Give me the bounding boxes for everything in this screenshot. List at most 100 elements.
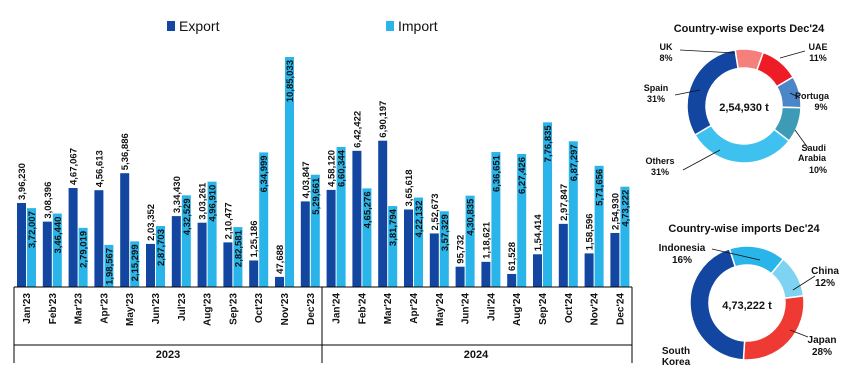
category-tick-label: Feb'24: [357, 293, 368, 325]
category-tick-label: Jun'24: [461, 293, 472, 325]
export-value-label: 1,25,186: [249, 220, 260, 257]
legend-export-label: Export: [179, 18, 220, 34]
exports-donut-leader-line: [789, 92, 801, 99]
import-value-label: 3,57,329: [440, 214, 451, 251]
imports-donut-center: 4,73,222 t: [722, 300, 772, 312]
export-value-label: 4,58,120: [327, 150, 338, 187]
import-value-label: 7,76,835: [543, 125, 554, 163]
exports-donut-category-label: Others: [645, 156, 674, 166]
exports-donut-title: Country-wise exports Dec'24: [674, 23, 825, 35]
category-tick-label: Sep'23: [228, 293, 239, 325]
export-bar: [197, 222, 207, 287]
category-tick-label: Mar'23: [74, 293, 85, 325]
category-tick-label: Feb'23: [48, 293, 59, 325]
import-bar: [259, 152, 269, 287]
exports-donut-category-label: UAE: [808, 42, 827, 52]
category-tick-label: Oct'23: [254, 293, 265, 324]
legend-import-label: Import: [398, 18, 438, 34]
import-value-label: 6,27,426: [517, 157, 528, 194]
legend: Export Import: [167, 18, 438, 34]
export-bar: [507, 273, 517, 287]
export-value-label: 3,65,618: [404, 170, 415, 207]
year-label-2023: 2023: [156, 349, 180, 361]
import-bar: [491, 152, 501, 287]
export-bar: [42, 221, 52, 287]
import-value-label: 5,71,656: [595, 169, 606, 206]
export-value-label: 3,34,430: [172, 176, 183, 213]
import-value-label: 4,30,835: [466, 198, 477, 236]
imports-donut-value-label: 28%: [812, 347, 832, 358]
category-tick-label: Dec'24: [615, 293, 626, 325]
exports-donut: UK8%UAE11%Portuga9%SaudiArabia10%Others3…: [644, 42, 830, 177]
import-bar: [233, 227, 243, 287]
import-bar: [78, 227, 88, 287]
import-bar: [207, 181, 217, 287]
import-value-label: 4,32,529: [182, 198, 193, 235]
import-bar: [465, 195, 475, 287]
export-value-label: 3,08,396: [43, 182, 54, 219]
export-value-label: 5,36,886: [120, 133, 131, 170]
category-tick-label: Aug'23: [203, 293, 214, 326]
export-value-label: 2,52,673: [430, 193, 441, 230]
import-bar: [104, 244, 114, 287]
imports-donut-leader-line: [789, 329, 809, 338]
exports-donut-value-label: 9%: [814, 102, 827, 112]
export-bar: [610, 232, 620, 287]
export-value-label: 1,58,596: [585, 213, 596, 250]
import-bar: [543, 122, 552, 287]
export-value-label: 6,42,422: [352, 111, 363, 148]
category-tick-label: Nov'24: [590, 293, 601, 326]
category-axis: Jan'23 Feb'23 Mar'23 Apr'23 May'23 Jun'23 Jul'…: [13, 286, 633, 363]
export-value-label: 47,688: [275, 245, 286, 274]
export-bar: [275, 276, 284, 287]
category-tick-label: Sep'24: [538, 293, 549, 325]
import-value-label: 10,85,033: [285, 60, 296, 102]
export-bar: [455, 266, 465, 287]
category-tick-label: Jan'23: [22, 293, 33, 324]
export-value-label: 4,56,613: [94, 150, 105, 187]
export-bar: [94, 190, 104, 287]
import-value-label: 6,60,344: [337, 149, 348, 187]
export-bar: [429, 233, 439, 287]
import-bar: [517, 154, 527, 287]
import-bar: [594, 165, 604, 287]
exports-donut-category-label: UK: [660, 42, 673, 52]
export-value-label: 2,03,352: [146, 204, 157, 241]
category-tick-label: May'23: [125, 293, 136, 326]
category-tick-label: Jan'24: [332, 293, 343, 324]
export-value-label: 3,03,261: [198, 182, 209, 220]
import-bar: [439, 211, 449, 287]
import-bar: [52, 213, 62, 287]
category-tick-label: Oct'24: [564, 293, 575, 324]
export-bar: [378, 140, 388, 287]
import-value-label: 2,15,299: [130, 244, 141, 281]
exports-donut-leader-line: [682, 149, 721, 171]
category-tick-label: May'24: [435, 293, 446, 326]
export-bar: [300, 201, 310, 287]
category-tick-label: Mar'24: [383, 293, 394, 325]
export-value-label: 2,97,847: [559, 184, 570, 221]
exports-donut-leader-line: [674, 89, 701, 96]
export-bar: [146, 243, 155, 287]
export-bar: [223, 242, 233, 287]
import-bar: [156, 226, 165, 287]
import-value-label: 4,96,910: [208, 185, 219, 222]
imports-donut-category-label: Japan: [808, 335, 837, 346]
exports-donut-value-label: 11%: [809, 53, 827, 63]
exports-donut-value-label: 10%: [809, 165, 827, 175]
export-value-label: 4,67,067: [69, 148, 80, 185]
export-value-label: 3,96,230: [17, 163, 28, 200]
import-value-label: 4,65,276: [362, 191, 373, 228]
imports-donut-category-label: Korea: [662, 357, 691, 365]
legend-export-swatch: [167, 21, 175, 31]
category-tick-label: Aug'24: [512, 293, 523, 326]
exports-donut-leader-line: [679, 49, 736, 54]
export-bar: [249, 260, 259, 287]
import-value-label: 3,81,794: [388, 208, 399, 246]
import-value-label: 3,72,007: [27, 211, 38, 248]
export-bar: [352, 150, 362, 287]
export-value-label: 4,03,847: [301, 161, 312, 198]
exports-donut-category-label: Spain: [644, 83, 669, 93]
import-bar: [568, 141, 578, 287]
